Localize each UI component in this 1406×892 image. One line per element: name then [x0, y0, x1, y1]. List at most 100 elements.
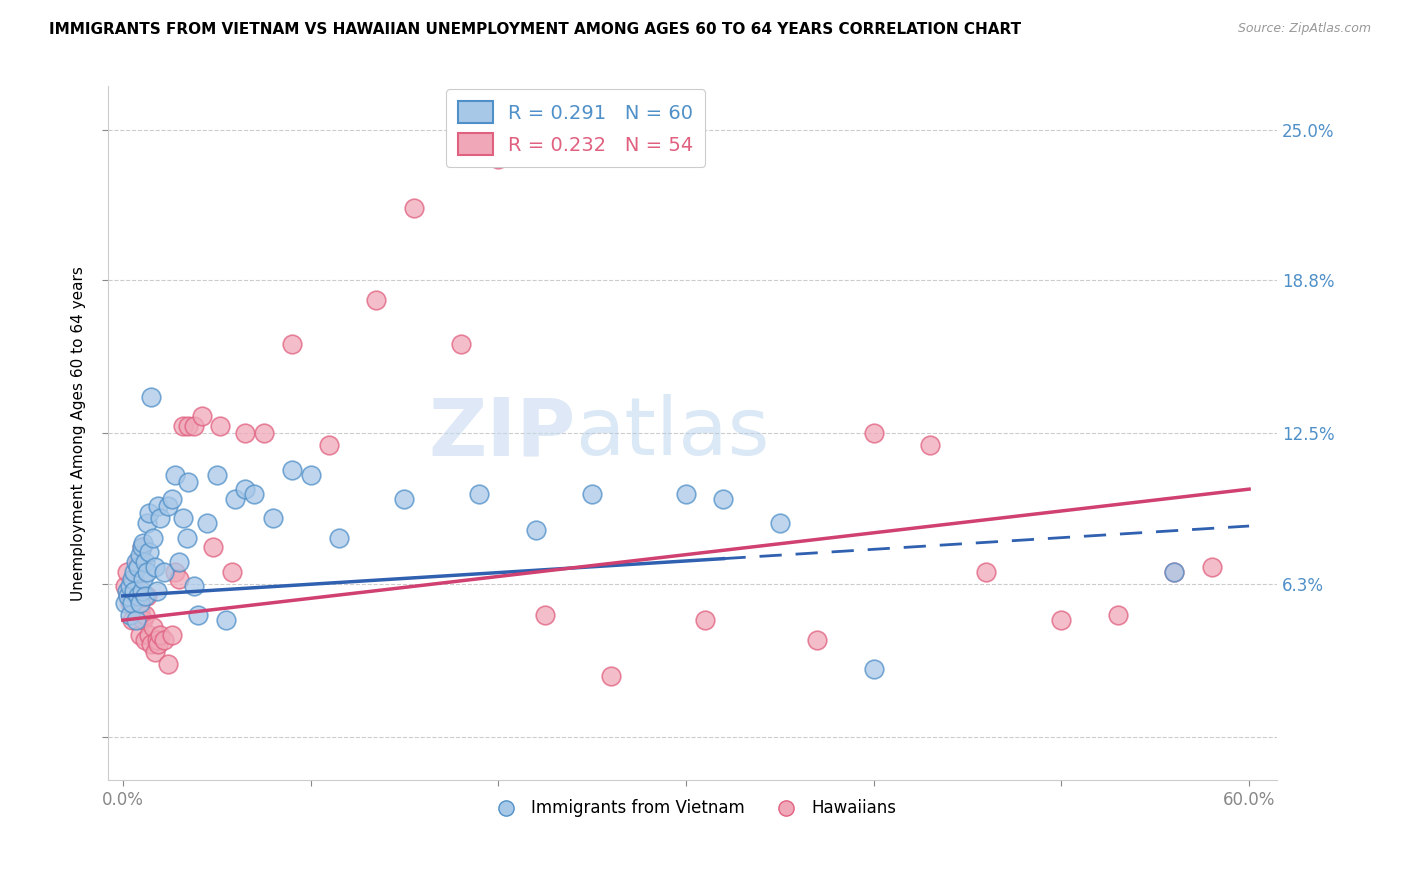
Point — [1163, 565, 1185, 579]
Point — [156, 499, 179, 513]
Point — [128, 596, 150, 610]
Point — [156, 657, 179, 671]
Point — [143, 559, 166, 574]
Point — [187, 608, 209, 623]
Point — [149, 628, 172, 642]
Point — [117, 589, 139, 603]
Point — [131, 541, 153, 555]
Point — [177, 475, 200, 489]
Point — [468, 487, 491, 501]
Point — [125, 589, 148, 603]
Point — [918, 438, 941, 452]
Point — [127, 559, 149, 574]
Point — [1163, 565, 1185, 579]
Point — [176, 531, 198, 545]
Point — [132, 613, 155, 627]
Point — [114, 596, 136, 610]
Point — [128, 628, 150, 642]
Point — [280, 336, 302, 351]
Point — [143, 645, 166, 659]
Point — [121, 572, 143, 586]
Text: Source: ZipAtlas.com: Source: ZipAtlas.com — [1237, 22, 1371, 36]
Point — [121, 596, 143, 610]
Point — [148, 499, 170, 513]
Point — [1107, 608, 1129, 623]
Text: IMMIGRANTS FROM VIETNAM VS HAWAIIAN UNEMPLOYMENT AMONG AGES 60 TO 64 YEARS CORRE: IMMIGRANTS FROM VIETNAM VS HAWAIIAN UNEM… — [49, 22, 1021, 37]
Point — [167, 572, 190, 586]
Point — [138, 507, 160, 521]
Point — [172, 419, 194, 434]
Point — [366, 293, 388, 307]
Point — [233, 426, 256, 441]
Point — [134, 608, 156, 623]
Point — [128, 548, 150, 562]
Point — [524, 524, 547, 538]
Point — [131, 541, 153, 555]
Point — [195, 516, 218, 530]
Point — [693, 613, 716, 627]
Point — [132, 535, 155, 549]
Point — [224, 491, 246, 506]
Point — [713, 491, 735, 506]
Point — [205, 467, 228, 482]
Point — [402, 201, 425, 215]
Point — [215, 613, 238, 627]
Point — [1050, 613, 1073, 627]
Point — [125, 555, 148, 569]
Point — [201, 541, 224, 555]
Point — [136, 565, 159, 579]
Point — [128, 603, 150, 617]
Point — [115, 565, 138, 579]
Point — [190, 409, 212, 424]
Point — [142, 620, 165, 634]
Point — [153, 565, 176, 579]
Point — [675, 487, 697, 501]
Point — [1201, 559, 1223, 574]
Legend: Immigrants from Vietnam, Hawaiians: Immigrants from Vietnam, Hawaiians — [482, 793, 903, 824]
Point — [262, 511, 284, 525]
Point — [318, 438, 340, 452]
Point — [121, 584, 143, 599]
Point — [581, 487, 603, 501]
Point — [160, 628, 183, 642]
Point — [134, 555, 156, 569]
Point — [138, 545, 160, 559]
Point — [450, 336, 472, 351]
Point — [122, 565, 145, 579]
Point — [139, 390, 162, 404]
Point — [121, 613, 143, 627]
Point — [862, 662, 884, 676]
Point — [122, 572, 145, 586]
Point — [280, 463, 302, 477]
Point — [145, 584, 167, 599]
Point — [114, 579, 136, 593]
Point — [153, 632, 176, 647]
Point — [136, 516, 159, 530]
Point — [160, 491, 183, 506]
Point — [183, 419, 205, 434]
Point — [131, 584, 153, 599]
Text: ZIP: ZIP — [429, 394, 575, 473]
Point — [142, 531, 165, 545]
Point — [127, 589, 149, 603]
Point — [328, 531, 350, 545]
Point — [486, 152, 509, 166]
Point — [145, 632, 167, 647]
Point — [127, 555, 149, 569]
Point — [115, 584, 138, 599]
Point — [806, 632, 828, 647]
Point — [125, 613, 148, 627]
Point — [534, 608, 557, 623]
Text: atlas: atlas — [575, 394, 770, 473]
Point — [138, 628, 160, 642]
Point — [394, 491, 416, 506]
Point — [165, 565, 187, 579]
Point — [183, 579, 205, 593]
Point — [299, 467, 322, 482]
Point — [134, 632, 156, 647]
Point — [974, 565, 997, 579]
Point — [139, 637, 162, 651]
Point — [167, 555, 190, 569]
Point — [165, 467, 187, 482]
Y-axis label: Unemployment Among Ages 60 to 64 years: Unemployment Among Ages 60 to 64 years — [72, 266, 86, 601]
